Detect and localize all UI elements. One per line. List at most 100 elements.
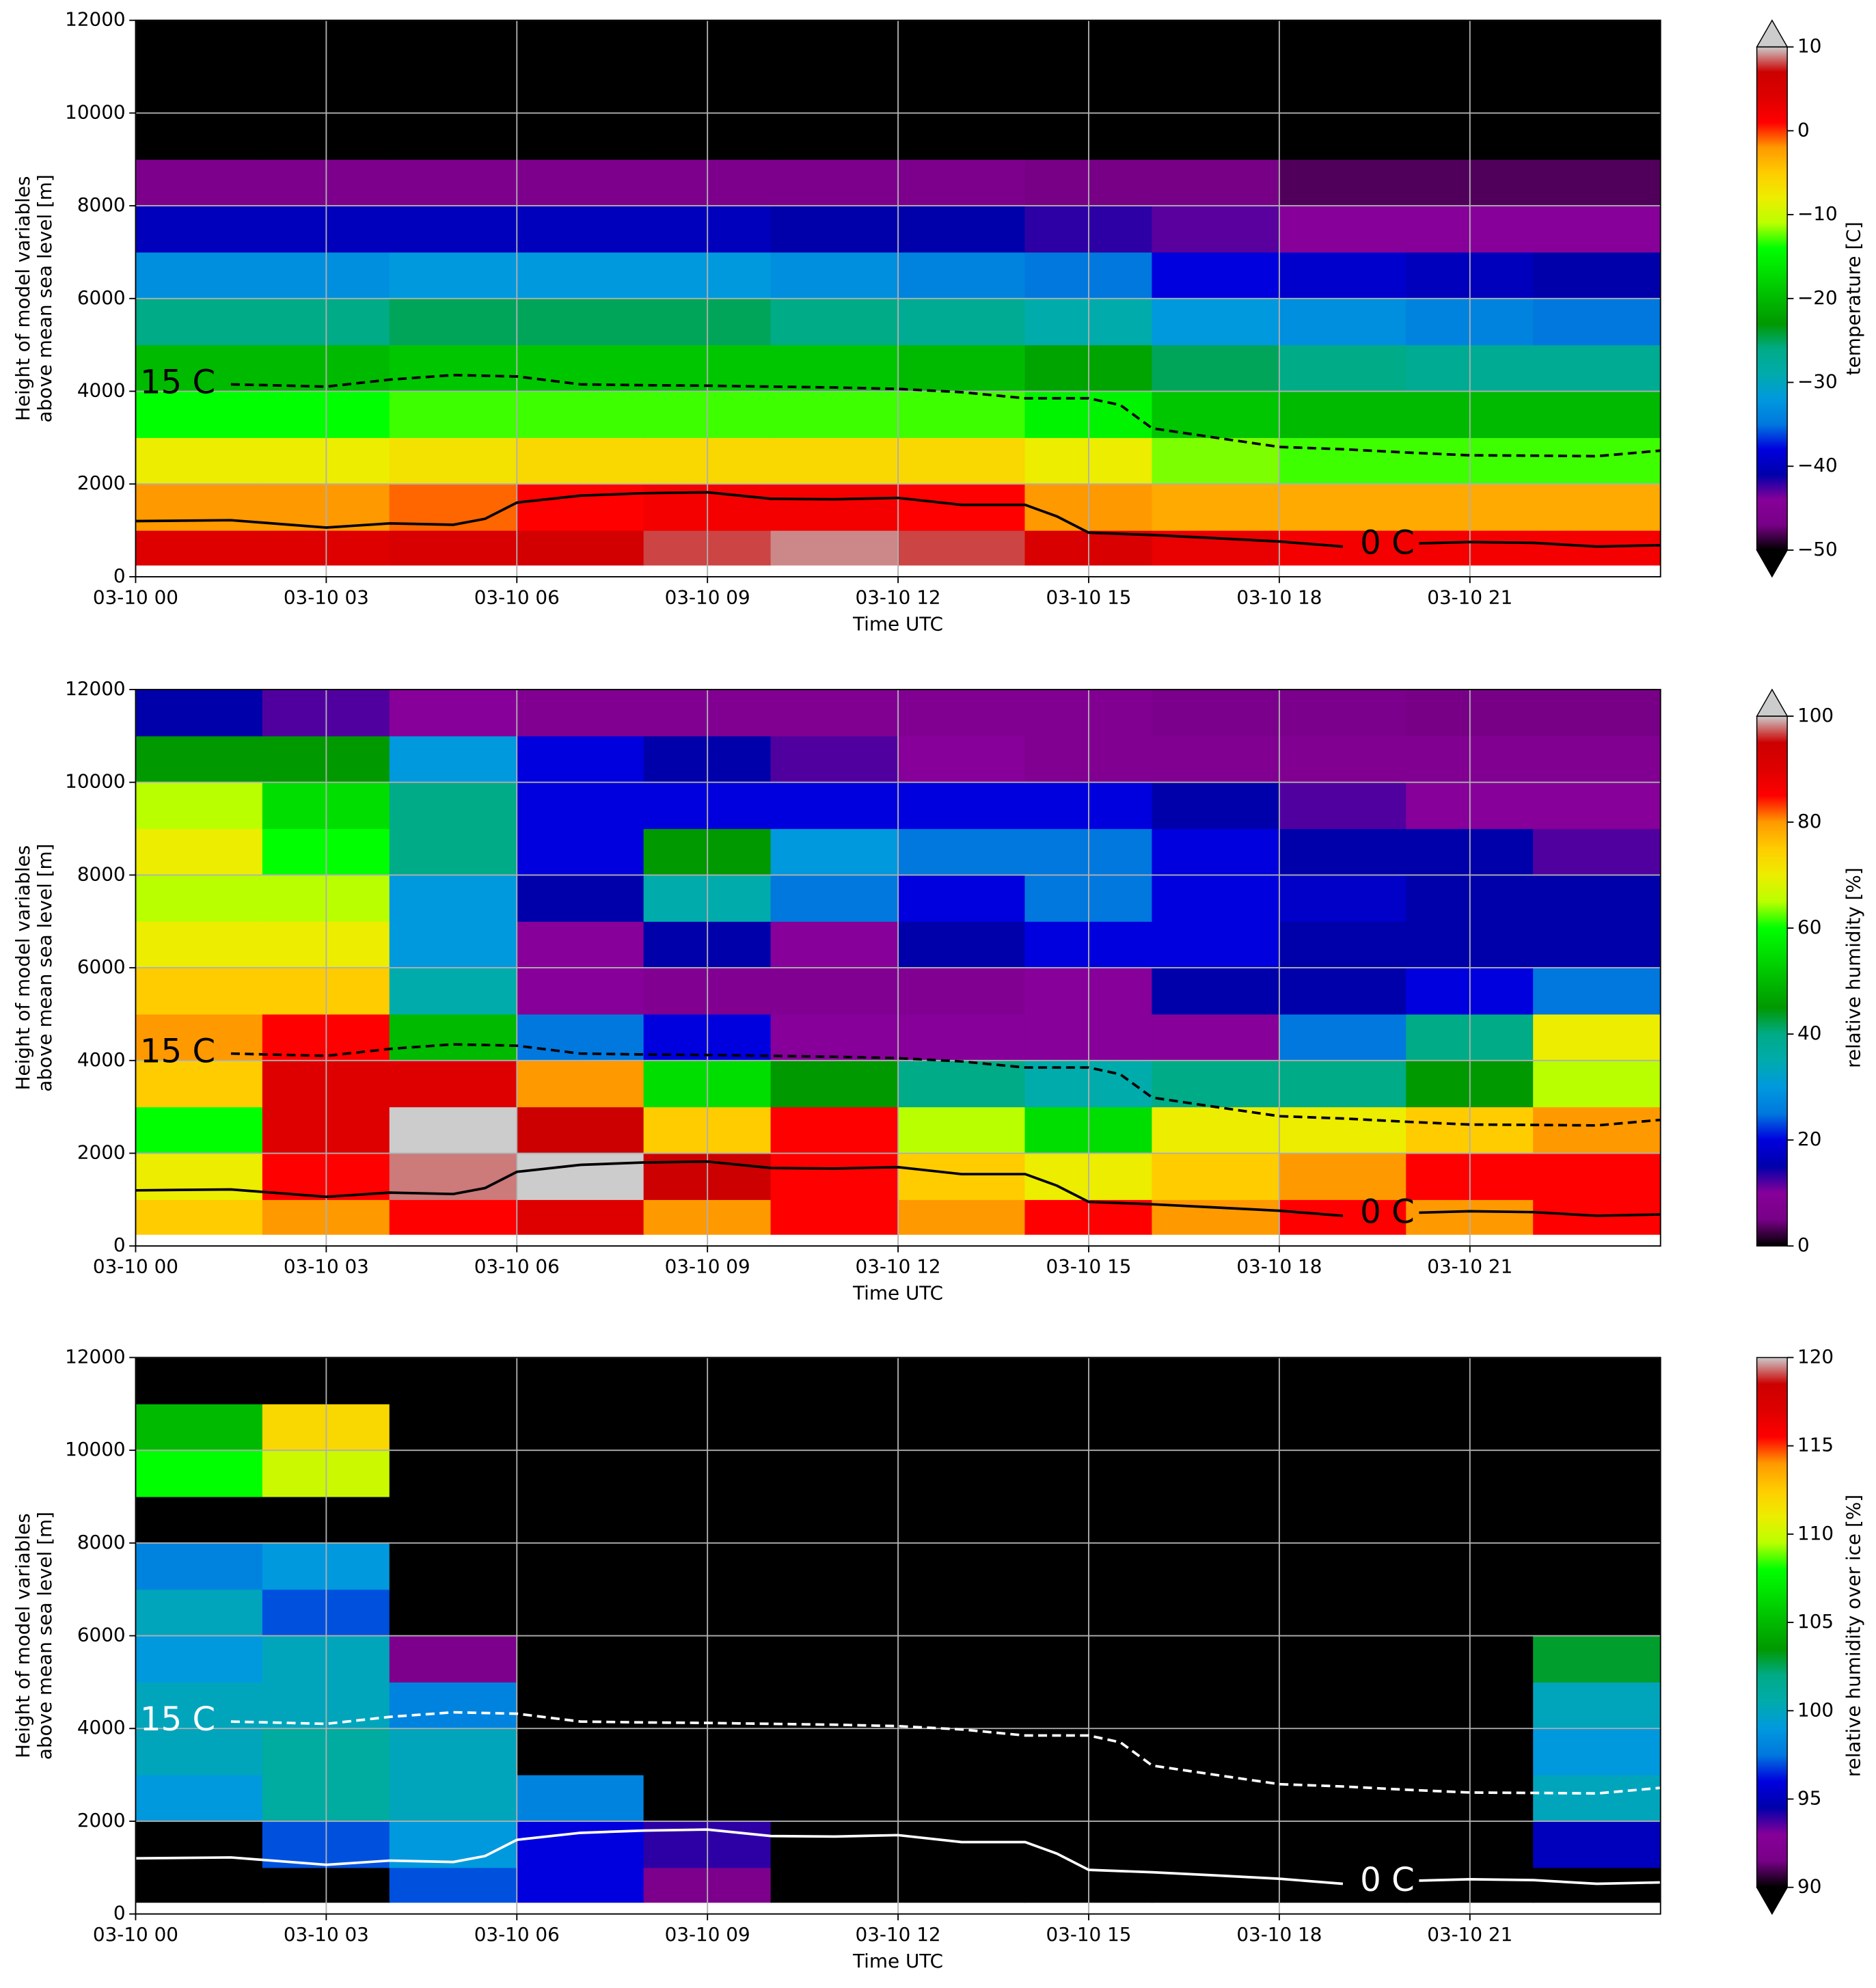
heat-cell bbox=[1152, 782, 1280, 830]
heat-cell bbox=[516, 921, 644, 968]
heat-cell bbox=[1152, 66, 1280, 113]
colorbar-tick-label: 0 bbox=[1797, 118, 1810, 141]
heat-cell bbox=[1533, 828, 1661, 875]
heat-cell bbox=[135, 1821, 263, 1868]
colorbar-label: temperature [C] bbox=[1842, 221, 1864, 375]
heat-cell bbox=[897, 1449, 1026, 1497]
heat-cell bbox=[516, 1060, 644, 1108]
heat-cell bbox=[1533, 1496, 1661, 1544]
heat-cell bbox=[135, 1589, 263, 1637]
heat-cell bbox=[770, 20, 899, 68]
heat-cell bbox=[389, 735, 517, 783]
heat-cell bbox=[897, 205, 1026, 253]
heat-cell bbox=[897, 1821, 1026, 1868]
heat-cell bbox=[135, 344, 263, 392]
heat-cell bbox=[770, 1357, 899, 1404]
colorbar-tick-label: 100 bbox=[1797, 704, 1834, 726]
heat-cell bbox=[897, 1867, 1026, 1903]
plot-frame bbox=[135, 19, 1661, 577]
heat-cell bbox=[770, 1403, 899, 1451]
heat-cell bbox=[516, 1867, 644, 1903]
y-axis-label: Height of model variables bbox=[12, 176, 34, 422]
heat-cell bbox=[135, 483, 263, 531]
heat-cell bbox=[135, 205, 263, 253]
heat-cell bbox=[1533, 1589, 1661, 1637]
x-tick-label: 03-10 00 bbox=[93, 1923, 178, 1946]
contour-label: 0 C bbox=[1360, 1193, 1415, 1231]
heat-cell bbox=[1152, 1152, 1280, 1200]
heat-cell bbox=[135, 1152, 263, 1200]
y-tick-label: 10000 bbox=[65, 770, 125, 793]
heat-cell bbox=[770, 530, 899, 566]
heat-cell bbox=[897, 530, 1026, 566]
heat-cell bbox=[516, 1728, 644, 1775]
heat-cell bbox=[516, 483, 644, 531]
heat-cell bbox=[897, 1013, 1026, 1061]
heat-cell bbox=[389, 921, 517, 968]
y-axis-label: Height of model variables bbox=[12, 845, 34, 1091]
heat-cell bbox=[770, 828, 899, 875]
heat-cell bbox=[897, 828, 1026, 875]
x-tick-label: 03-10 06 bbox=[474, 1923, 560, 1946]
contour-label: 0 C bbox=[1360, 523, 1415, 562]
heat-cell bbox=[135, 1681, 263, 1729]
heat-cell bbox=[770, 1013, 899, 1061]
colorbar-label: relative humidity [%] bbox=[1842, 867, 1864, 1068]
heat-cell bbox=[135, 1728, 263, 1775]
heat-cell bbox=[1279, 1496, 1407, 1544]
heat-cell bbox=[1152, 390, 1280, 438]
y-tick-label: 8000 bbox=[77, 862, 126, 885]
heat-cell bbox=[1152, 159, 1280, 206]
heat-cell bbox=[516, 66, 644, 113]
heat-cell bbox=[135, 1542, 263, 1590]
heat-cell bbox=[135, 1199, 263, 1235]
heat-cell bbox=[135, 782, 263, 830]
y-tick-label: 4000 bbox=[77, 1048, 126, 1071]
heat-cell bbox=[1152, 1496, 1280, 1544]
heat-cell bbox=[1279, 921, 1407, 968]
heat-cell bbox=[1533, 298, 1661, 346]
heat-cell bbox=[770, 1867, 899, 1903]
colorbar-tick-label: 100 bbox=[1797, 1698, 1834, 1721]
heat-cell bbox=[897, 782, 1026, 830]
heat-cell bbox=[516, 1106, 644, 1154]
heat-cell bbox=[516, 1496, 644, 1544]
heat-cell bbox=[1279, 298, 1407, 346]
heat-cell bbox=[135, 390, 263, 438]
heat-cell bbox=[770, 1728, 899, 1775]
heat-cell bbox=[897, 251, 1026, 299]
heat-cell bbox=[1152, 437, 1280, 485]
heat-cell bbox=[516, 1635, 644, 1683]
heat-cell bbox=[897, 967, 1026, 1015]
heat-cell bbox=[516, 298, 644, 346]
heat-cell bbox=[897, 921, 1026, 968]
x-tick-label: 03-10 06 bbox=[474, 1255, 560, 1278]
heat-cell bbox=[1533, 390, 1661, 438]
heat-cell bbox=[897, 1403, 1026, 1451]
x-axis-label: Time UTC bbox=[852, 1950, 943, 1972]
heat-cell bbox=[770, 483, 899, 531]
heat-cell bbox=[516, 205, 644, 253]
colorbar-extend-max bbox=[1756, 688, 1789, 717]
heat-cell bbox=[1533, 66, 1661, 113]
heat-cell bbox=[1152, 967, 1280, 1015]
y-axis-label: above mean sea level [m] bbox=[33, 174, 56, 422]
heat-cell bbox=[897, 1496, 1026, 1544]
heat-cell bbox=[389, 1357, 517, 1404]
heat-cell bbox=[135, 251, 263, 299]
y-tick-label: 6000 bbox=[77, 1624, 126, 1646]
heat-cell bbox=[1152, 344, 1280, 392]
heat-cell bbox=[897, 390, 1026, 438]
x-tick-label: 03-10 03 bbox=[284, 1255, 369, 1278]
heat-cell bbox=[389, 112, 517, 160]
x-tick-label: 03-10 15 bbox=[1046, 586, 1131, 608]
heat-cell bbox=[770, 344, 899, 392]
heat-cell bbox=[1279, 828, 1407, 875]
heat-cell bbox=[135, 1774, 263, 1822]
heat-cell bbox=[135, 298, 263, 346]
heat-cell bbox=[897, 689, 1026, 737]
heat-cell bbox=[1152, 874, 1280, 922]
heat-cell bbox=[1279, 1821, 1407, 1868]
heat-cell bbox=[1152, 1013, 1280, 1061]
heat-cell bbox=[770, 782, 899, 830]
